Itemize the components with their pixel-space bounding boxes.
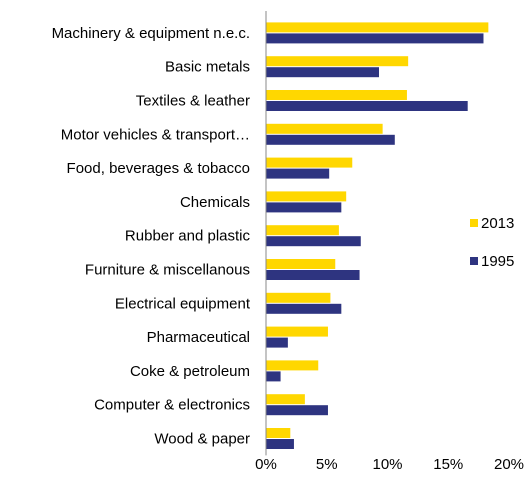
x-tick-label: 5% (316, 456, 338, 473)
category-label: Furniture & miscellanous (85, 262, 250, 279)
bar-1995 (266, 236, 361, 247)
bar-1995 (266, 371, 281, 382)
category-label: Chemicals (180, 194, 250, 211)
category-label: Electrical equipment (115, 295, 251, 312)
bar-1995 (266, 202, 342, 213)
x-tick-label: 15% (433, 456, 463, 473)
x-tick-label: 10% (372, 456, 402, 473)
x-tick-label: 20% (494, 456, 524, 473)
bar-2013 (266, 22, 489, 33)
bar-2013 (266, 292, 331, 303)
category-label: Computer & electronics (94, 397, 250, 414)
legend-swatch-1995 (470, 257, 478, 265)
bar-1995 (266, 101, 468, 111)
category-label: Coke & petroleum (130, 363, 250, 380)
legend-label-2013: 2013 (481, 214, 515, 232)
bar-1995 (266, 270, 360, 280)
legend-item-1995: 1995 (470, 251, 514, 271)
category-label: Basic metals (165, 59, 250, 76)
legend-item-2013: 2013 (470, 213, 514, 233)
category-label: Pharmaceutical (147, 329, 250, 346)
bar-1995 (266, 439, 294, 449)
bar-2013 (266, 225, 339, 236)
bar-2013 (266, 90, 407, 100)
legend-swatch-2013 (470, 219, 478, 227)
bar-2013 (266, 394, 305, 405)
bar-2013 (266, 56, 409, 67)
legend-label-1995: 1995 (481, 252, 515, 270)
bar-2013 (266, 123, 383, 134)
category-label: Textiles & leather (136, 93, 250, 110)
bar-1995 (266, 67, 379, 78)
bar-1995 (266, 134, 395, 145)
category-label: Machinery & equipment n.e.c. (52, 25, 250, 42)
bar-1995 (266, 303, 342, 314)
bar-2013 (266, 326, 328, 337)
category-label: Motor vehicles & transport… (61, 126, 250, 143)
bar-2013 (266, 360, 319, 371)
category-label: Rubber and plastic (125, 228, 251, 245)
category-label: Food, beverages & tobacco (67, 160, 250, 177)
bar-2013 (266, 259, 336, 269)
bar-2013 (266, 191, 347, 202)
bar-1995 (266, 405, 328, 416)
legend: 2013 1995 (470, 213, 514, 289)
bar-1995 (266, 168, 330, 179)
category-label: Wood & paper (154, 431, 250, 448)
bar-2013 (266, 157, 353, 168)
x-tick-label: 0% (255, 456, 277, 473)
bar-1995 (266, 33, 484, 44)
bar-1995 (266, 337, 288, 348)
bar-2013 (266, 428, 291, 438)
